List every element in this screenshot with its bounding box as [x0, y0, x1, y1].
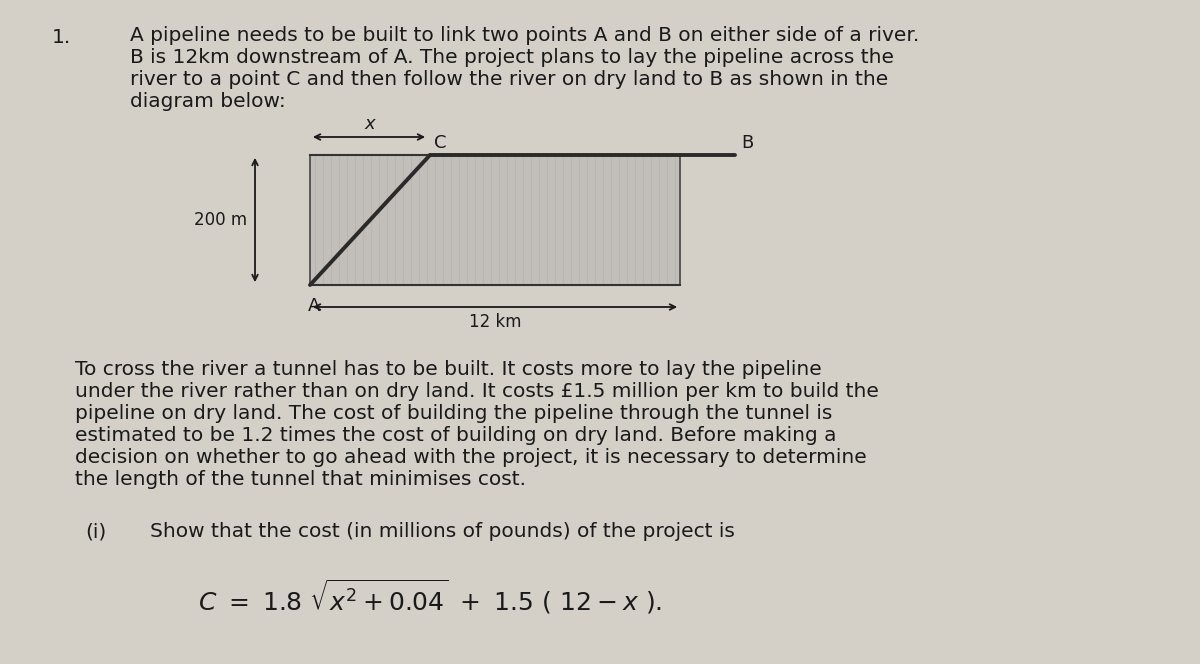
Text: 200 m: 200 m [194, 211, 247, 229]
Text: $C\ =\ 1.8\ \sqrt{x^2+0.04}\ +\ 1.5\ (\ 12-x\ ).$: $C\ =\ 1.8\ \sqrt{x^2+0.04}\ +\ 1.5\ (\ … [198, 577, 662, 616]
Text: C: C [434, 134, 446, 152]
Text: Show that the cost (in millions of pounds) of the project is: Show that the cost (in millions of pound… [150, 522, 734, 541]
Text: B: B [742, 134, 754, 152]
Text: 1.: 1. [52, 28, 71, 47]
Text: To cross the river a tunnel has to be built. It costs more to lay the pipeline: To cross the river a tunnel has to be bu… [74, 360, 822, 379]
Text: decision on whether to go ahead with the project, it is necessary to determine: decision on whether to go ahead with the… [74, 448, 866, 467]
Text: estimated to be 1.2 times the cost of building on dry land. Before making a: estimated to be 1.2 times the cost of bu… [74, 426, 836, 445]
Text: x: x [365, 115, 376, 133]
Text: B is 12km downstream of A. The project plans to lay the pipeline across the: B is 12km downstream of A. The project p… [130, 48, 894, 67]
Bar [310, 155, 680, 285]
Text: diagram below:: diagram below: [130, 92, 286, 111]
Text: river to a point C and then follow the river on dry land to B as shown in the: river to a point C and then follow the r… [130, 70, 888, 89]
Text: (i): (i) [85, 522, 107, 541]
Text: under the river rather than on dry land. It costs £1.5 million per km to build t: under the river rather than on dry land.… [74, 382, 878, 401]
Text: the length of the tunnel that minimises cost.: the length of the tunnel that minimises … [74, 470, 526, 489]
Text: pipeline on dry land. The cost of building the pipeline through the tunnel is: pipeline on dry land. The cost of buildi… [74, 404, 833, 423]
Text: 12 km: 12 km [469, 313, 521, 331]
Text: A pipeline needs to be built to link two points A and B on either side of a rive: A pipeline needs to be built to link two… [130, 26, 919, 45]
Text: A: A [308, 297, 320, 315]
